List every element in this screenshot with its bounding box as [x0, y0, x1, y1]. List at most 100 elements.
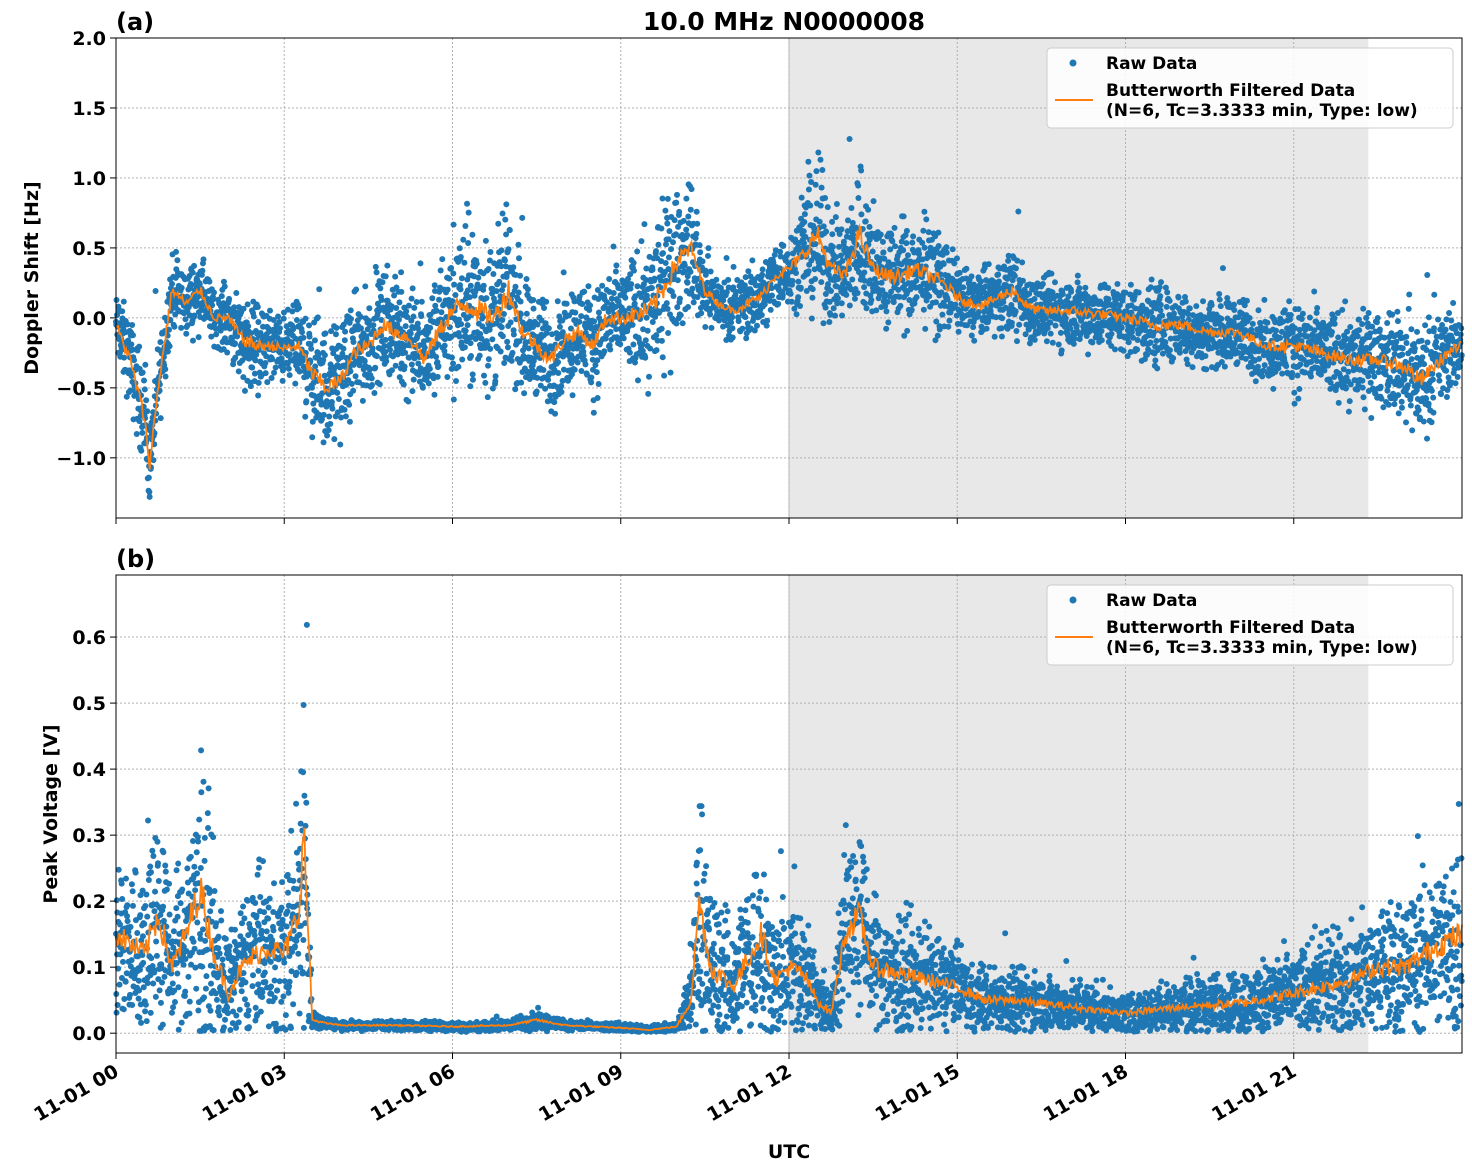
raw-data-point	[506, 227, 513, 234]
raw-data-point	[499, 210, 506, 217]
raw-data-point	[684, 279, 691, 286]
raw-data-point	[402, 349, 409, 356]
raw-data-point	[631, 300, 638, 307]
raw-data-point	[1048, 270, 1055, 277]
raw-data-point	[183, 330, 190, 337]
raw-data-point	[807, 202, 814, 209]
raw-data-point	[1415, 407, 1422, 414]
raw-data-point	[1051, 279, 1058, 286]
raw-data-point	[1260, 335, 1267, 342]
raw-data-point	[923, 216, 930, 223]
raw-data-point	[1395, 410, 1402, 417]
raw-data-point	[1125, 339, 1132, 346]
raw-data-point	[812, 275, 819, 282]
raw-data-point	[679, 320, 686, 327]
raw-data-point	[861, 284, 868, 291]
raw-data-point	[705, 245, 712, 252]
raw-data-point	[473, 260, 480, 267]
raw-data-point	[702, 271, 709, 278]
raw-data-point	[382, 336, 389, 343]
raw-data-point	[280, 315, 287, 322]
raw-data-point	[1365, 309, 1372, 316]
raw-data-point	[1346, 398, 1353, 405]
raw-data-point	[285, 365, 292, 372]
raw-data-point	[560, 269, 567, 276]
raw-data-point	[515, 255, 522, 262]
raw-data-point	[563, 300, 570, 307]
raw-data-point	[371, 389, 378, 396]
raw-data-point	[552, 410, 559, 417]
raw-data-point	[393, 305, 400, 312]
raw-data-point	[943, 249, 950, 256]
raw-data-point	[745, 268, 752, 275]
raw-data-point	[645, 390, 652, 397]
raw-data-point	[1424, 339, 1431, 346]
raw-data-point	[121, 354, 128, 361]
raw-data-point	[120, 298, 127, 305]
raw-data-point	[903, 240, 910, 247]
raw-data-point	[1345, 408, 1352, 415]
raw-data-point	[660, 250, 667, 257]
raw-data-point	[1314, 304, 1321, 311]
raw-data-point	[574, 359, 581, 366]
raw-data-point	[332, 331, 339, 338]
raw-data-point	[1203, 366, 1210, 373]
raw-data-point	[439, 256, 446, 263]
raw-data-point	[1443, 367, 1450, 374]
raw-data-point	[507, 319, 514, 326]
raw-data-point	[822, 195, 829, 202]
raw-data-point	[1057, 329, 1064, 336]
raw-data-point	[521, 390, 528, 397]
raw-data-point	[1299, 310, 1306, 317]
raw-data-point	[1295, 306, 1302, 313]
raw-data-point	[555, 369, 562, 376]
raw-data-point	[808, 315, 815, 322]
raw-data-point	[350, 339, 357, 346]
raw-data-point	[629, 321, 636, 328]
raw-data-point	[854, 290, 861, 297]
raw-data-point	[503, 201, 510, 208]
raw-data-point	[195, 334, 202, 341]
raw-data-point	[1398, 404, 1405, 411]
raw-data-point	[1354, 333, 1361, 340]
raw-data-point	[308, 345, 315, 352]
raw-data-point	[572, 309, 579, 316]
raw-data-point	[346, 418, 353, 425]
raw-data-point	[610, 289, 617, 296]
raw-data-point	[117, 349, 124, 356]
raw-data-point	[129, 346, 136, 353]
raw-data-point	[1264, 319, 1271, 326]
raw-data-point	[729, 334, 736, 341]
raw-data-point	[601, 348, 608, 355]
raw-data-point	[767, 306, 774, 313]
raw-data-point	[296, 368, 303, 375]
raw-data-point	[892, 243, 899, 250]
raw-data-point	[688, 186, 695, 193]
raw-data-point	[1016, 321, 1023, 328]
raw-data-point	[582, 361, 589, 368]
raw-data-point	[413, 299, 420, 306]
raw-data-point	[1186, 305, 1193, 312]
raw-data-point	[426, 365, 433, 372]
raw-data-point	[455, 363, 462, 370]
raw-data-point	[1394, 308, 1401, 315]
raw-data-point	[693, 208, 700, 215]
raw-data-point	[946, 317, 953, 324]
raw-data-point	[1435, 372, 1442, 379]
raw-data-point	[787, 290, 794, 297]
raw-data-point	[669, 239, 676, 246]
raw-data-point	[630, 267, 637, 274]
raw-data-point	[579, 300, 586, 307]
raw-data-point	[684, 232, 691, 239]
raw-data-point	[157, 415, 164, 422]
raw-data-point	[128, 373, 135, 380]
raw-data-point	[855, 182, 862, 189]
raw-data-point	[314, 314, 321, 321]
raw-data-point	[846, 136, 853, 143]
raw-data-point	[704, 252, 711, 259]
raw-data-point	[840, 238, 847, 245]
raw-data-point	[387, 346, 394, 353]
raw-data-point	[910, 233, 917, 240]
raw-data-point	[141, 386, 148, 393]
